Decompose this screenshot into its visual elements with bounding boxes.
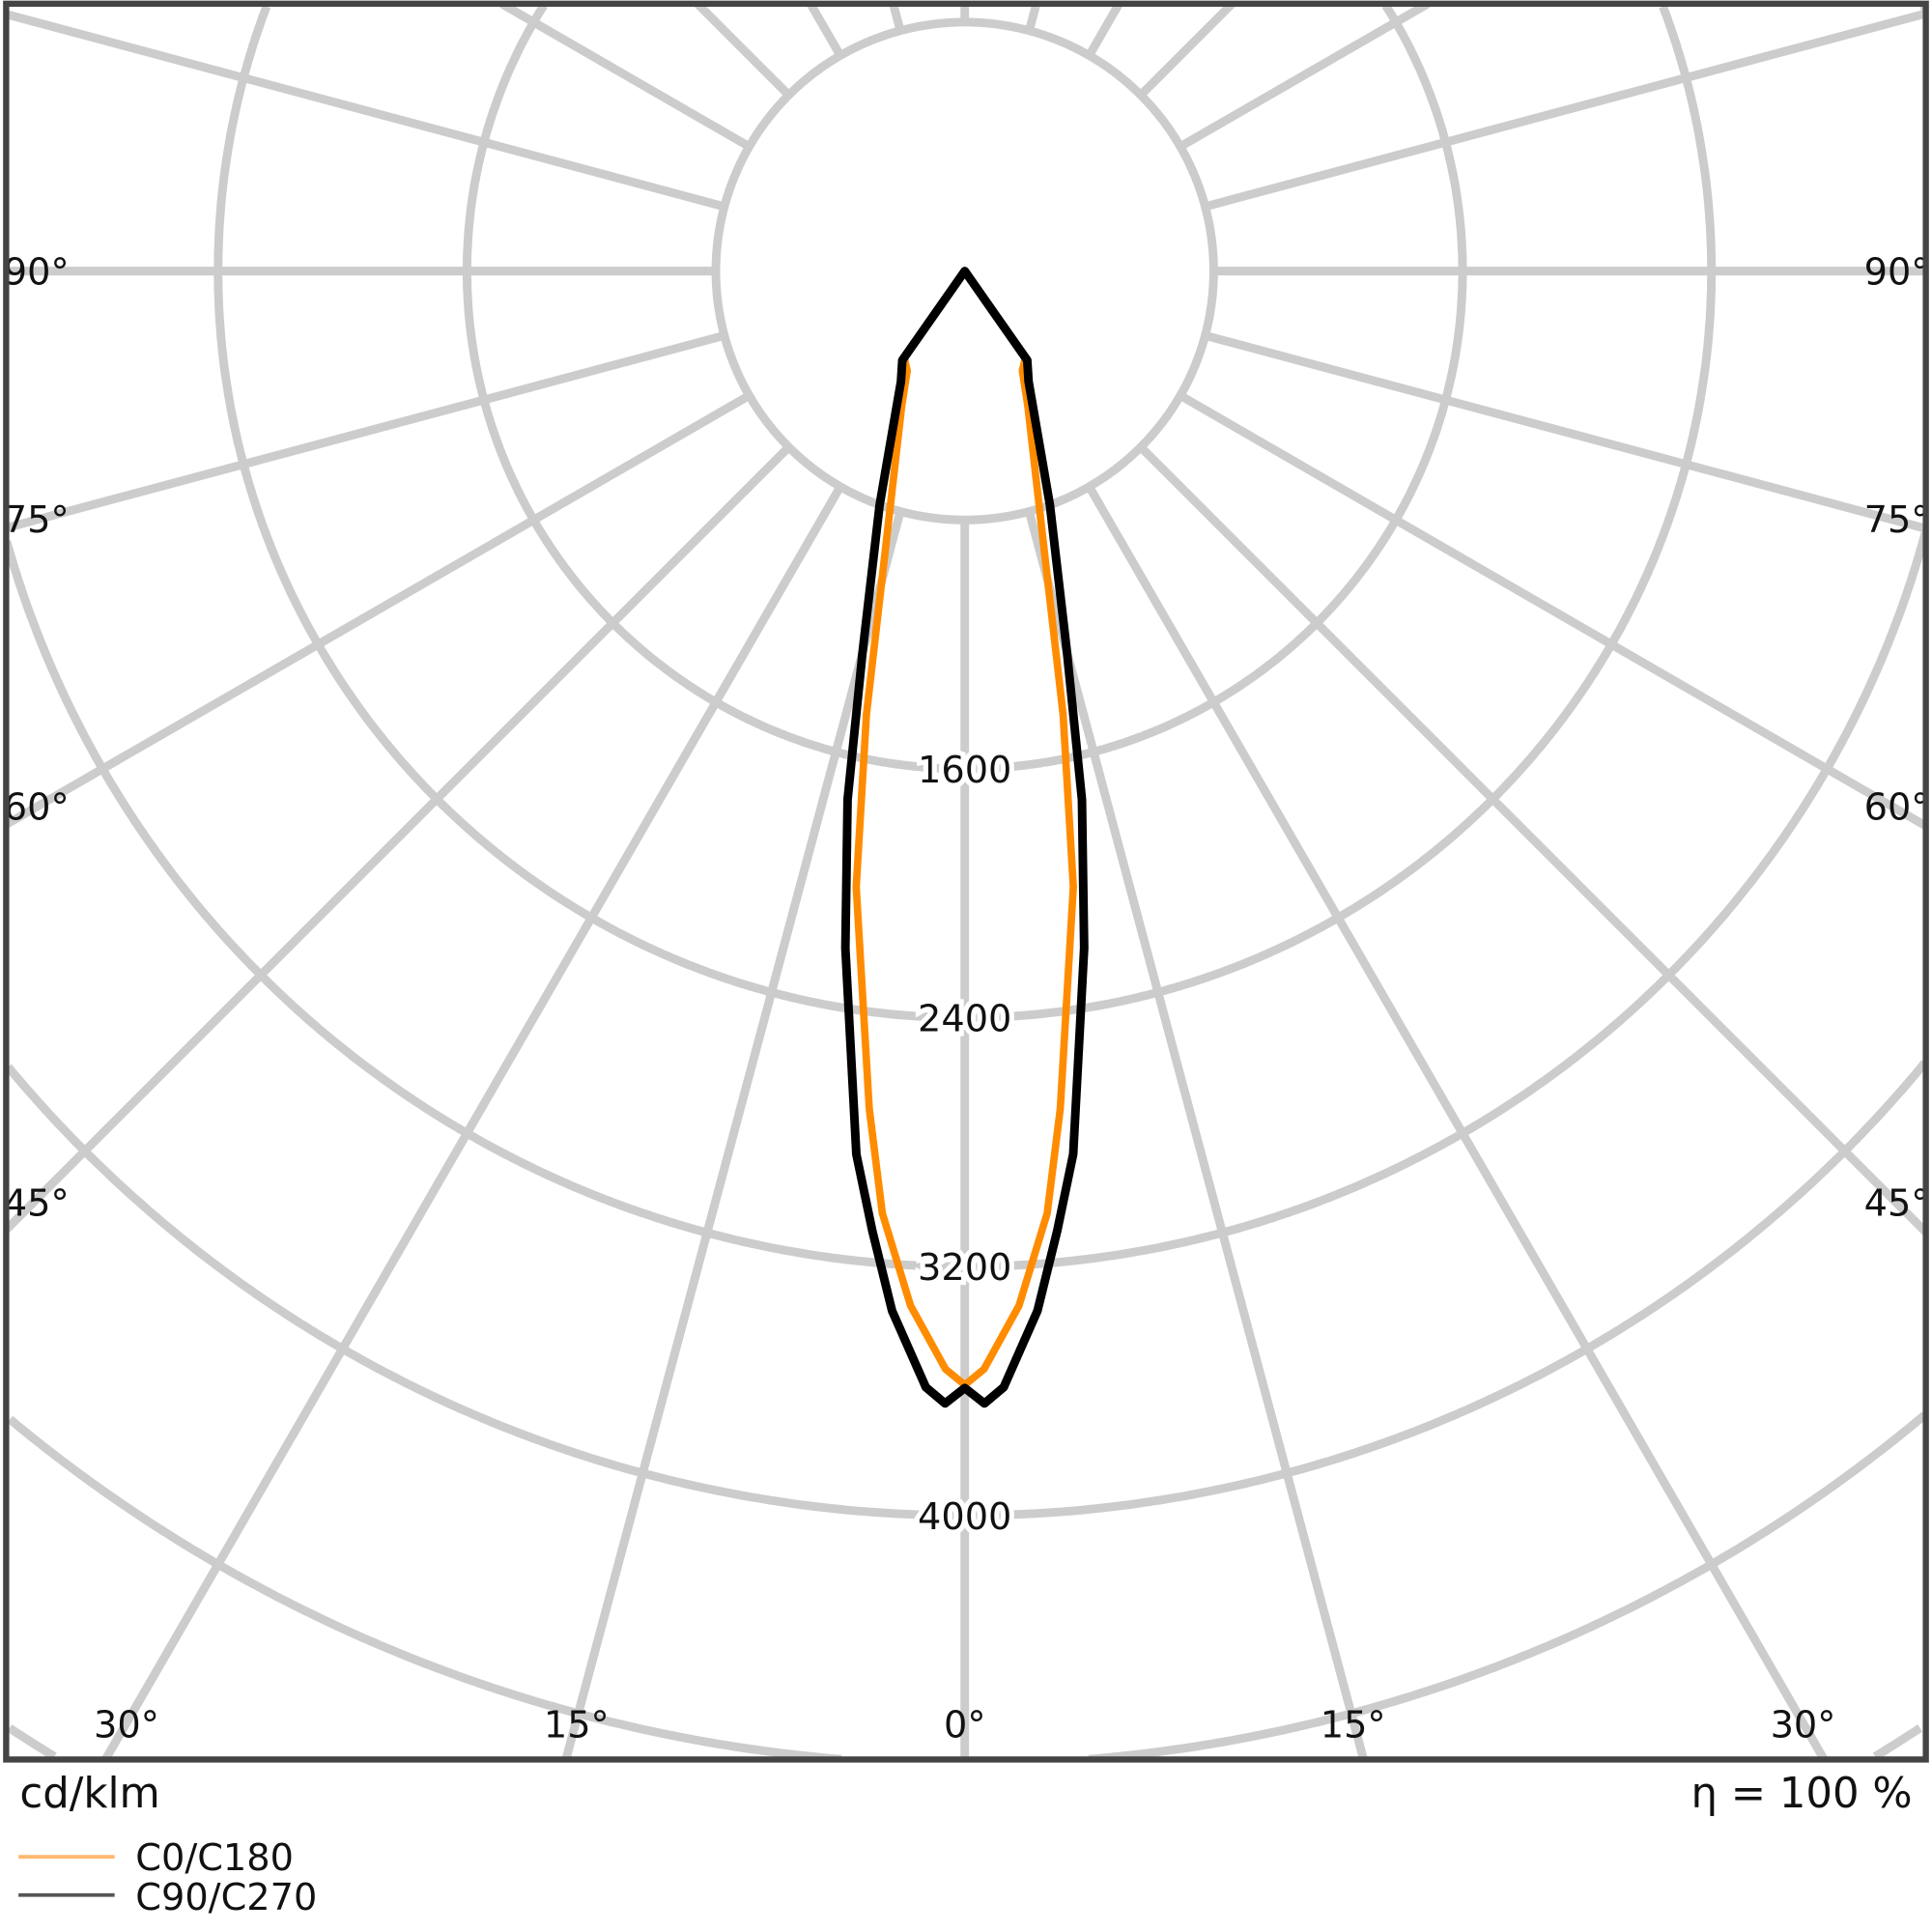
legend: C0/C180 C90/C270 [18,1836,317,1919]
angle-label-bottom: 0° [944,1703,985,1747]
plot-frame [3,0,1929,1763]
angle-label-bottom: 30° [94,1703,159,1747]
angle-label-left: 75° [4,498,70,542]
grid-ring-4000 [6,1060,1926,1520]
unit-label: cd/klm [19,1770,159,1818]
radial-tick-label: 3200 [918,1246,1011,1290]
angle-label-bottom: 15° [1321,1703,1386,1747]
grid-radial-285 [6,330,726,532]
grid-radial-165 [1025,3,1041,32]
grid-ring-4800 [7,1411,1926,1760]
radial-tick-label: 2400 [918,998,1011,1041]
grid-radial-30 [1085,484,1829,1760]
grid-radial-135 [1137,3,1236,99]
legend-label-c0-c180: C0/C180 [135,1836,294,1880]
grid-radial-60 [1178,391,1926,830]
grid-radial-150 [1085,3,1123,58]
curves [840,267,1089,1408]
grid-radial-315 [6,443,792,1234]
angle-label-right: 90° [1864,251,1930,295]
grid-radial-330 [101,484,844,1760]
grid-radial-105 [1204,9,1926,212]
grid-ring-5600 [7,1724,1923,1760]
polar-grid [6,3,1926,1760]
tick-labels: 1600 2400 3200 4000 90° 90° 75° 75° 60° 60° 45° 45°… [4,251,1930,1747]
grid-ring-2400 [213,5,1717,1023]
grid-radial-225 [694,3,792,99]
radial-tick-label: 1600 [918,749,1011,792]
angle-label-left: 45° [4,1181,70,1225]
angle-label-right: 60° [1864,785,1930,829]
angle-label-right: 45° [1864,1181,1930,1225]
grid-radial-45 [1137,443,1926,1236]
grid-radial-300 [6,391,752,829]
angle-label-left: 60° [4,785,70,829]
grid-radial-345 [561,510,905,1760]
grid-radial-75 [1204,330,1926,533]
curve-c90-c270 [840,267,1089,1408]
grid-radial-195 [889,3,905,32]
grid-ring-1600 [462,3,1467,774]
angle-label-right: 75° [1864,498,1930,542]
radial-tick-label: 4000 [918,1495,1011,1539]
angle-label-left: 90° [4,251,70,295]
angle-label-bottom: 15° [544,1703,610,1747]
grid-radial-210 [807,3,844,58]
grid-radial-15 [1025,510,1368,1760]
legend-label-c90-c270: C90/C270 [135,1876,317,1919]
grid-radial-120 [1178,3,1431,151]
angle-label-bottom: 30° [1771,1703,1836,1747]
grid-radial-255 [6,10,726,212]
efficiency-label: η = 100 % [1690,1770,1912,1818]
grid-radial-240 [499,3,752,151]
